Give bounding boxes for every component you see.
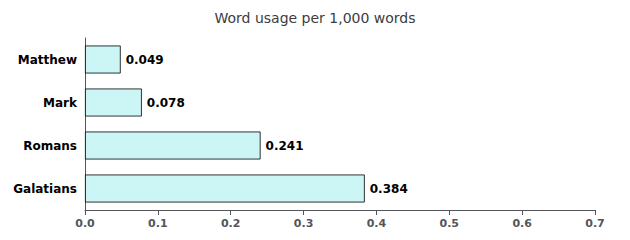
svg-text:0.4: 0.4 xyxy=(367,217,387,230)
svg-text:0.2: 0.2 xyxy=(221,217,241,230)
svg-text:Romans: Romans xyxy=(23,139,77,153)
svg-text:0.384: 0.384 xyxy=(370,182,408,196)
svg-text:Word usage per 1,000 words: Word usage per 1,000 words xyxy=(214,10,415,26)
svg-text:0.3: 0.3 xyxy=(294,217,314,230)
svg-text:0.7: 0.7 xyxy=(585,217,605,230)
svg-text:0.049: 0.049 xyxy=(126,53,164,67)
svg-text:0.6: 0.6 xyxy=(512,217,532,230)
svg-text:0.1: 0.1 xyxy=(148,217,168,230)
svg-text:Matthew: Matthew xyxy=(18,53,77,67)
svg-text:0.0: 0.0 xyxy=(75,217,95,230)
svg-text:Galatians: Galatians xyxy=(13,182,77,196)
svg-text:0.5: 0.5 xyxy=(440,217,460,230)
svg-text:0.078: 0.078 xyxy=(147,96,185,110)
svg-text:0.241: 0.241 xyxy=(266,139,304,153)
svg-text:Mark: Mark xyxy=(43,96,78,110)
